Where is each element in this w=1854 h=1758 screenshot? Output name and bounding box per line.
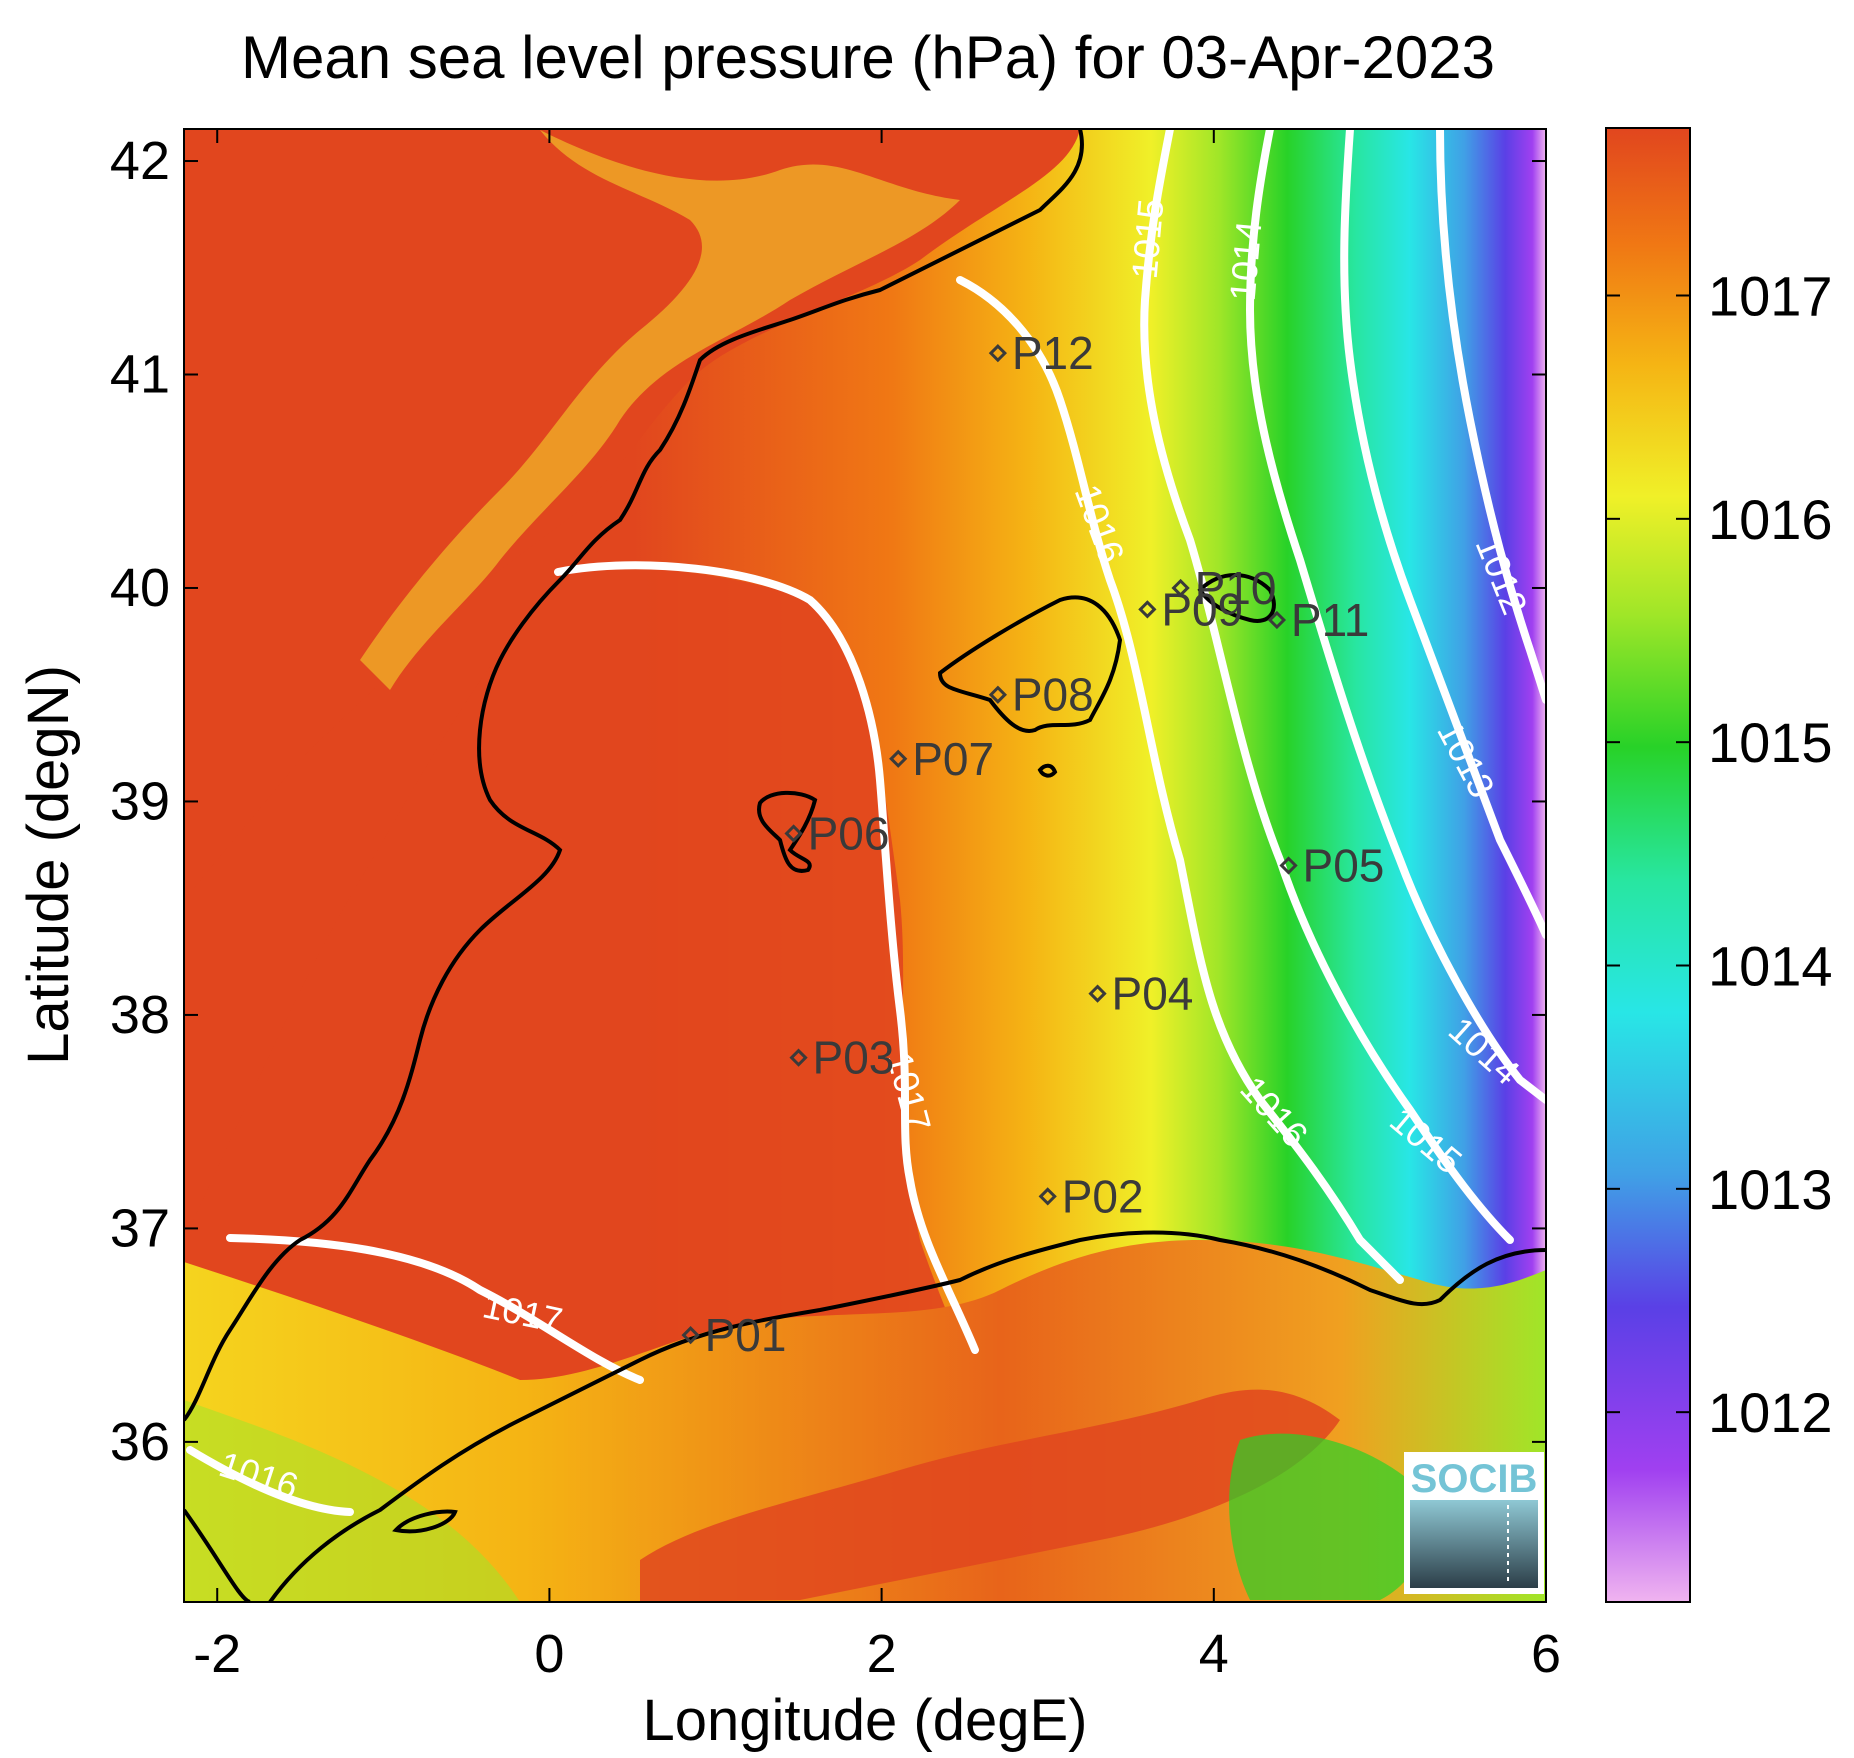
- y-tick-label: 40: [110, 558, 170, 618]
- station-p02: P02: [1038, 1170, 1144, 1222]
- contour-1017-east: [554, 561, 979, 1354]
- colorbar-tick-label: 1013: [1708, 1158, 1833, 1221]
- station-p01: P01: [681, 1309, 787, 1361]
- high-pressure-cell: [184, 567, 980, 1400]
- station-p12: P12: [988, 327, 1094, 379]
- y-axis-label: Latitude (degN): [16, 665, 81, 1065]
- atlas-highlands: [640, 1389, 1340, 1602]
- y-tick-label: 39: [110, 771, 170, 831]
- chart-title: Mean sea level pressure (hPa) for 03-Apr…: [241, 24, 1495, 91]
- colorbar-tick-label: 1017: [1708, 265, 1833, 328]
- station-label: P04: [1112, 968, 1194, 1020]
- station-marker: [1138, 600, 1157, 619]
- contour-1014: [1245, 129, 1546, 1104]
- plot-frame: [183, 128, 1547, 1603]
- socib-logo: SOCIB: [1404, 1452, 1544, 1594]
- station-marker: [1088, 984, 1107, 1003]
- x-tick-label: 6: [1531, 1624, 1561, 1684]
- station-marker: [1267, 610, 1287, 630]
- x-axis-ticks: -2 0 2 4 6: [193, 129, 1561, 1684]
- colorbar-tick-label: 1012: [1708, 1381, 1833, 1444]
- station-p07: P07: [889, 733, 994, 785]
- station-p09: P09: [1138, 583, 1243, 635]
- station-label: P03: [813, 1032, 895, 1084]
- station-marker: [1171, 578, 1190, 598]
- contour-1012: [1436, 129, 1546, 704]
- ibiza-coastline: [757, 790, 818, 873]
- x-tick-label: 0: [534, 1624, 564, 1684]
- station-marker: [889, 749, 908, 768]
- colorbar: [1605, 127, 1691, 1603]
- station-marker: [681, 1326, 700, 1345]
- station-p08: P08: [988, 669, 1094, 721]
- cabrera-coastline: [1037, 763, 1058, 778]
- southwest-coast-stub: [184, 1508, 251, 1602]
- menorca-coastline: [1197, 573, 1276, 623]
- station-marker: [1279, 856, 1298, 875]
- colorbar-tick-label: 1014: [1708, 935, 1833, 998]
- y-tick-label: 41: [110, 345, 170, 405]
- x-tick-label: 2: [867, 1624, 897, 1684]
- pressure-field: SOCIB: [184, 129, 1546, 1602]
- station-p04: P04: [1088, 968, 1194, 1020]
- contour-label-1014: 1014: [1222, 219, 1270, 302]
- southwest-low-patch: [184, 1400, 520, 1602]
- mainland-land: [184, 129, 1080, 900]
- colorbar-tick-label: 1015: [1708, 711, 1833, 774]
- station-label: P09: [1161, 583, 1243, 635]
- north-africa-coastline: [268, 1230, 1546, 1602]
- station-label: P06: [808, 807, 890, 859]
- station-label: P12: [1012, 327, 1094, 379]
- station-p10: P10: [1171, 562, 1277, 614]
- y-tick-label: 42: [110, 131, 170, 191]
- station-label: P02: [1062, 1170, 1144, 1222]
- contour-1016-east: [956, 276, 1404, 1284]
- contour-1013: [1340, 129, 1546, 939]
- contour-1016-south: [186, 1446, 354, 1516]
- eastern-low-patch: [1229, 1433, 1428, 1600]
- x-tick-label: -2: [193, 1624, 241, 1684]
- y-tick-label: 38: [110, 985, 170, 1045]
- contour-1017-west: [226, 1234, 644, 1384]
- contour-1015: [1140, 129, 1514, 1244]
- station-p06: P06: [784, 807, 890, 859]
- coastlines: [184, 129, 1546, 1602]
- mallorca-coastline: [937, 595, 1123, 733]
- x-tick-label: 4: [1199, 1624, 1229, 1684]
- station-marker: [988, 685, 1008, 704]
- logo-text: SOCIB: [1411, 1457, 1538, 1501]
- y-tick-label: 36: [110, 1412, 170, 1472]
- small-island-south: [392, 1509, 458, 1534]
- station-p03: P03: [789, 1032, 895, 1084]
- y-tick-label: 37: [110, 1198, 170, 1258]
- station-label: P10: [1195, 562, 1277, 614]
- station-p11: P11: [1267, 594, 1369, 646]
- station-marker: [784, 824, 803, 843]
- station-marker: [1038, 1187, 1057, 1206]
- station-label: P01: [705, 1309, 787, 1361]
- iberian-coastline: [184, 129, 1084, 1422]
- station-label: P07: [912, 733, 994, 785]
- colorbar-tick-label: 1016: [1708, 488, 1833, 551]
- y-axis-ticks: 36 37 38 39 40 41 42: [110, 131, 1546, 1472]
- station-label: P11: [1291, 594, 1369, 646]
- station-label: P08: [1012, 669, 1094, 721]
- contour-lines: [186, 129, 1546, 1516]
- colorbar-ticks: 1012 1013 1014 1015 1016 1017: [1606, 265, 1833, 1444]
- north-africa-land: [184, 1240, 1546, 1602]
- station-marker: [988, 344, 1008, 363]
- coastal-transition: [360, 130, 960, 690]
- x-axis-label: Longitude (degE): [643, 1688, 1088, 1753]
- contour-label-1015: 1015: [1124, 197, 1172, 280]
- station-p05: P05: [1279, 840, 1385, 892]
- station-marker: [789, 1048, 808, 1067]
- station-label: P05: [1303, 840, 1385, 892]
